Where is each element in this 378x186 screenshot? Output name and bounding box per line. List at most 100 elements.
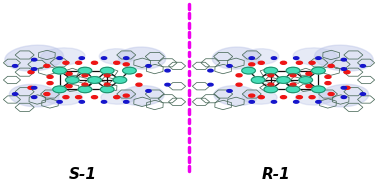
Circle shape xyxy=(123,63,129,66)
Circle shape xyxy=(341,58,347,61)
Circle shape xyxy=(296,61,302,64)
Circle shape xyxy=(76,61,82,64)
Circle shape xyxy=(113,77,127,83)
Circle shape xyxy=(146,65,151,67)
Circle shape xyxy=(82,83,88,86)
Circle shape xyxy=(79,101,84,103)
Circle shape xyxy=(311,86,325,93)
Circle shape xyxy=(258,96,264,99)
Circle shape xyxy=(31,68,37,70)
Circle shape xyxy=(79,57,84,59)
Circle shape xyxy=(101,57,107,59)
Circle shape xyxy=(227,90,232,92)
Text: R-1: R-1 xyxy=(262,167,290,182)
Circle shape xyxy=(114,61,120,64)
Circle shape xyxy=(136,74,142,77)
Circle shape xyxy=(146,90,151,92)
Circle shape xyxy=(286,86,300,93)
Circle shape xyxy=(344,71,350,74)
Circle shape xyxy=(136,83,142,86)
Circle shape xyxy=(290,74,296,77)
Ellipse shape xyxy=(5,45,64,71)
Circle shape xyxy=(101,67,114,74)
Circle shape xyxy=(66,85,72,88)
Circle shape xyxy=(124,57,129,59)
Circle shape xyxy=(123,94,129,97)
Circle shape xyxy=(208,69,213,72)
Circle shape xyxy=(306,85,312,88)
Circle shape xyxy=(82,74,88,77)
Circle shape xyxy=(316,101,321,103)
Circle shape xyxy=(31,86,37,89)
Circle shape xyxy=(236,74,242,77)
Circle shape xyxy=(28,71,34,74)
Ellipse shape xyxy=(244,49,279,64)
Circle shape xyxy=(65,77,79,83)
Circle shape xyxy=(249,101,254,103)
Ellipse shape xyxy=(120,86,164,105)
Circle shape xyxy=(249,94,255,97)
Circle shape xyxy=(280,61,287,64)
Ellipse shape xyxy=(43,89,82,105)
Circle shape xyxy=(101,101,107,103)
Circle shape xyxy=(296,96,302,99)
Circle shape xyxy=(44,64,50,67)
Ellipse shape xyxy=(99,49,134,64)
Ellipse shape xyxy=(314,45,373,71)
Ellipse shape xyxy=(118,47,166,69)
Circle shape xyxy=(360,65,366,67)
Ellipse shape xyxy=(293,48,337,65)
Circle shape xyxy=(316,57,321,59)
Circle shape xyxy=(227,65,232,67)
Circle shape xyxy=(360,93,366,95)
Circle shape xyxy=(294,57,299,59)
Circle shape xyxy=(328,64,334,67)
Circle shape xyxy=(311,67,325,74)
Circle shape xyxy=(165,69,170,72)
Circle shape xyxy=(268,74,274,77)
Circle shape xyxy=(53,67,67,74)
Circle shape xyxy=(271,101,277,103)
Circle shape xyxy=(28,86,34,89)
Ellipse shape xyxy=(101,90,136,104)
Circle shape xyxy=(277,77,290,83)
Circle shape xyxy=(236,83,242,86)
Circle shape xyxy=(299,77,313,83)
Circle shape xyxy=(104,74,110,77)
Circle shape xyxy=(57,101,62,103)
Circle shape xyxy=(258,61,264,64)
Circle shape xyxy=(47,75,53,78)
Circle shape xyxy=(78,86,92,93)
Circle shape xyxy=(341,86,347,89)
Circle shape xyxy=(88,77,101,83)
Circle shape xyxy=(124,101,129,103)
Circle shape xyxy=(53,86,67,93)
Circle shape xyxy=(66,72,72,75)
Circle shape xyxy=(328,93,334,96)
Circle shape xyxy=(264,67,277,74)
Ellipse shape xyxy=(242,90,277,104)
Ellipse shape xyxy=(41,48,85,65)
Circle shape xyxy=(344,86,350,89)
Ellipse shape xyxy=(296,89,335,105)
Circle shape xyxy=(47,82,53,85)
Circle shape xyxy=(280,96,287,99)
Circle shape xyxy=(114,96,120,99)
Circle shape xyxy=(31,58,37,61)
Circle shape xyxy=(165,83,170,86)
Circle shape xyxy=(341,96,347,98)
Circle shape xyxy=(286,67,300,74)
Circle shape xyxy=(249,63,255,66)
Circle shape xyxy=(63,61,69,64)
Ellipse shape xyxy=(9,84,59,107)
Ellipse shape xyxy=(214,86,258,105)
Circle shape xyxy=(271,57,277,59)
Circle shape xyxy=(78,67,92,74)
Circle shape xyxy=(91,61,98,64)
Circle shape xyxy=(12,65,18,67)
Circle shape xyxy=(57,57,62,59)
Circle shape xyxy=(44,93,50,96)
Circle shape xyxy=(264,86,277,93)
Circle shape xyxy=(101,86,114,93)
Ellipse shape xyxy=(212,47,260,69)
